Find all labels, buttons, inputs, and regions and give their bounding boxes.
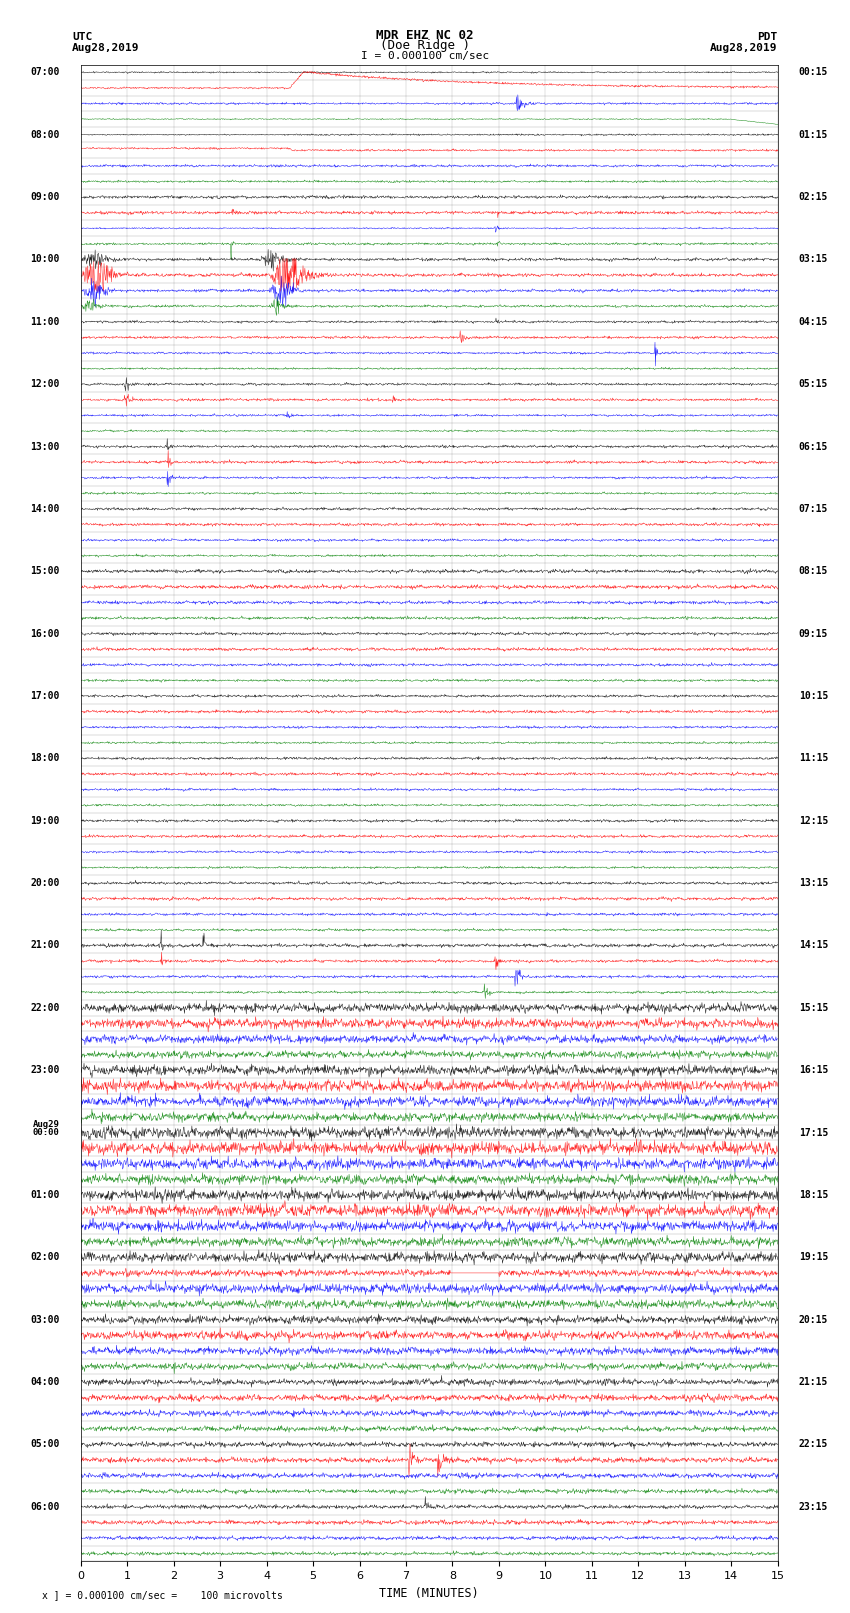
- Text: 22:15: 22:15: [799, 1439, 828, 1450]
- Text: 06:00: 06:00: [31, 1502, 60, 1511]
- Text: Aug28,2019: Aug28,2019: [72, 44, 139, 53]
- Text: 15:00: 15:00: [31, 566, 60, 576]
- Text: 19:00: 19:00: [31, 816, 60, 826]
- Text: x ] = 0.000100 cm/sec =    100 microvolts: x ] = 0.000100 cm/sec = 100 microvolts: [42, 1590, 283, 1600]
- Text: 15:15: 15:15: [799, 1003, 828, 1013]
- Text: 20:00: 20:00: [31, 877, 60, 889]
- Text: 05:15: 05:15: [799, 379, 828, 389]
- Text: (Doe Ridge ): (Doe Ridge ): [380, 39, 470, 52]
- Text: 12:00: 12:00: [31, 379, 60, 389]
- Text: 14:00: 14:00: [31, 503, 60, 515]
- Text: 01:00: 01:00: [31, 1190, 60, 1200]
- Text: 00:15: 00:15: [799, 68, 828, 77]
- Text: 21:00: 21:00: [31, 940, 60, 950]
- Text: 18:15: 18:15: [799, 1190, 828, 1200]
- Text: 20:15: 20:15: [799, 1315, 828, 1324]
- X-axis label: TIME (MINUTES): TIME (MINUTES): [379, 1587, 479, 1600]
- Text: 09:15: 09:15: [799, 629, 828, 639]
- Text: 13:15: 13:15: [799, 877, 828, 889]
- Text: 21:15: 21:15: [799, 1378, 828, 1387]
- Text: 04:15: 04:15: [799, 316, 828, 327]
- Text: 06:15: 06:15: [799, 442, 828, 452]
- Text: UTC: UTC: [72, 32, 93, 42]
- Text: 16:00: 16:00: [31, 629, 60, 639]
- Text: PDT: PDT: [757, 32, 778, 42]
- Text: 11:15: 11:15: [799, 753, 828, 763]
- Text: 02:00: 02:00: [31, 1252, 60, 1263]
- Text: 10:15: 10:15: [799, 690, 828, 702]
- Text: 10:00: 10:00: [31, 255, 60, 265]
- Text: 08:00: 08:00: [31, 129, 60, 140]
- Text: 17:15: 17:15: [799, 1127, 828, 1137]
- Text: 02:15: 02:15: [799, 192, 828, 202]
- Text: 05:00: 05:00: [31, 1439, 60, 1450]
- Text: 03:15: 03:15: [799, 255, 828, 265]
- Text: Aug28,2019: Aug28,2019: [711, 44, 778, 53]
- Text: 22:00: 22:00: [31, 1003, 60, 1013]
- Text: 08:15: 08:15: [799, 566, 828, 576]
- Text: 03:00: 03:00: [31, 1315, 60, 1324]
- Text: 11:00: 11:00: [31, 316, 60, 327]
- Text: 16:15: 16:15: [799, 1065, 828, 1076]
- Text: 07:15: 07:15: [799, 503, 828, 515]
- Text: 00:00: 00:00: [33, 1127, 60, 1137]
- Text: 23:00: 23:00: [31, 1065, 60, 1076]
- Text: 19:15: 19:15: [799, 1252, 828, 1263]
- Text: 14:15: 14:15: [799, 940, 828, 950]
- Text: 04:00: 04:00: [31, 1378, 60, 1387]
- Text: 23:15: 23:15: [799, 1502, 828, 1511]
- Text: 17:00: 17:00: [31, 690, 60, 702]
- Text: 18:00: 18:00: [31, 753, 60, 763]
- Text: 07:00: 07:00: [31, 68, 60, 77]
- Text: 13:00: 13:00: [31, 442, 60, 452]
- Text: 09:00: 09:00: [31, 192, 60, 202]
- Text: 12:15: 12:15: [799, 816, 828, 826]
- Text: 01:15: 01:15: [799, 129, 828, 140]
- Text: Aug29: Aug29: [33, 1119, 60, 1129]
- Text: I = 0.000100 cm/sec: I = 0.000100 cm/sec: [361, 52, 489, 61]
- Text: MDR EHZ NC 02: MDR EHZ NC 02: [377, 29, 473, 42]
